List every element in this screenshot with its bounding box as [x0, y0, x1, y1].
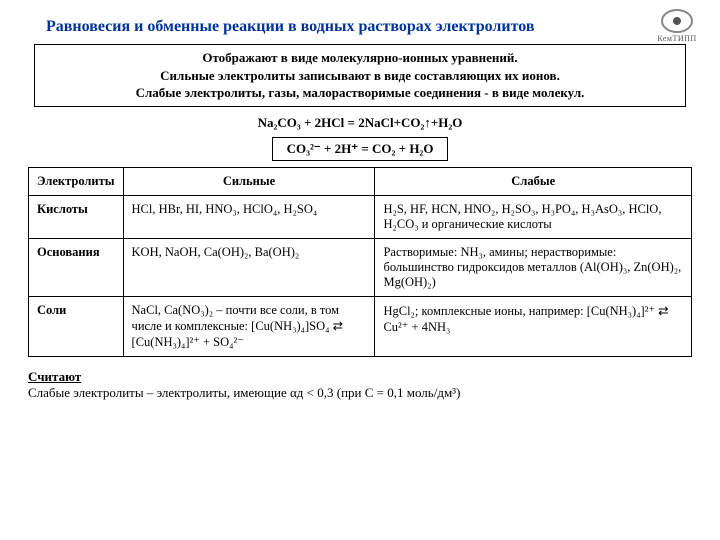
frame-line-3: Слабые электролиты, газы, малорастворимы… — [45, 84, 675, 102]
cell-type: Соли — [29, 296, 124, 356]
equation-molecular: Na₂CO₃ + 2HCl = 2NaCl+CO₂↑+H₂O — [28, 115, 692, 131]
col-header-type: Электролиты — [29, 167, 124, 195]
col-header-strong: Сильные — [123, 167, 375, 195]
electrolyte-table: Электролиты Сильные Слабые Кислоты HCl, … — [28, 167, 692, 357]
table-row: Соли NaCl, Ca(NO₃)₂ – почти все соли, в … — [29, 296, 692, 356]
equation-ionic: CO₃²⁻ + 2H⁺ = CO₂ + H₂O — [272, 137, 449, 161]
cell-type: Основания — [29, 238, 124, 296]
footer-text: Слабые электролиты – электролиты, имеющи… — [28, 385, 460, 400]
footer-heading: Считают — [28, 369, 81, 384]
cell-weak: H₂S, HF, HCN, HNO₂, H₂SO₃, H₃PO₄, H₃AsO₃… — [375, 195, 692, 238]
logo-icon — [660, 8, 694, 34]
table-row: Основания KOH, NaOH, Ca(OH)₂, Ba(OH)₂ Ра… — [29, 238, 692, 296]
table-header-row: Электролиты Сильные Слабые — [29, 167, 692, 195]
cell-strong: NaCl, Ca(NO₃)₂ – почти все соли, в том ч… — [123, 296, 375, 356]
logo: КемТИПП — [648, 8, 706, 50]
cell-type: Кислоты — [29, 195, 124, 238]
frame-line-1: Отображают в виде молекулярно-ионных ура… — [45, 49, 675, 67]
footer-note: Считают Слабые электролиты – электролиты… — [28, 369, 692, 401]
logo-label: КемТИПП — [648, 34, 706, 43]
cell-weak: Растворимые: NH₃, амины; нерастворимые: … — [375, 238, 692, 296]
frame-line-2: Сильные электролиты записывают в виде со… — [45, 67, 675, 85]
cell-weak: HgCl₂; комплексные ионы, например: [Cu(N… — [375, 296, 692, 356]
page-title: Равновесия и обменные реакции в водных р… — [46, 18, 692, 36]
cell-strong: HCl, HBr, HI, HNO₃, HClO₄, H₂SO₄ — [123, 195, 375, 238]
table-row: Кислоты HCl, HBr, HI, HNO₃, HClO₄, H₂SO₄… — [29, 195, 692, 238]
intro-frame: Отображают в виде молекулярно-ионных ура… — [34, 44, 686, 107]
cell-strong: KOH, NaOH, Ca(OH)₂, Ba(OH)₂ — [123, 238, 375, 296]
col-header-weak: Слабые — [375, 167, 692, 195]
